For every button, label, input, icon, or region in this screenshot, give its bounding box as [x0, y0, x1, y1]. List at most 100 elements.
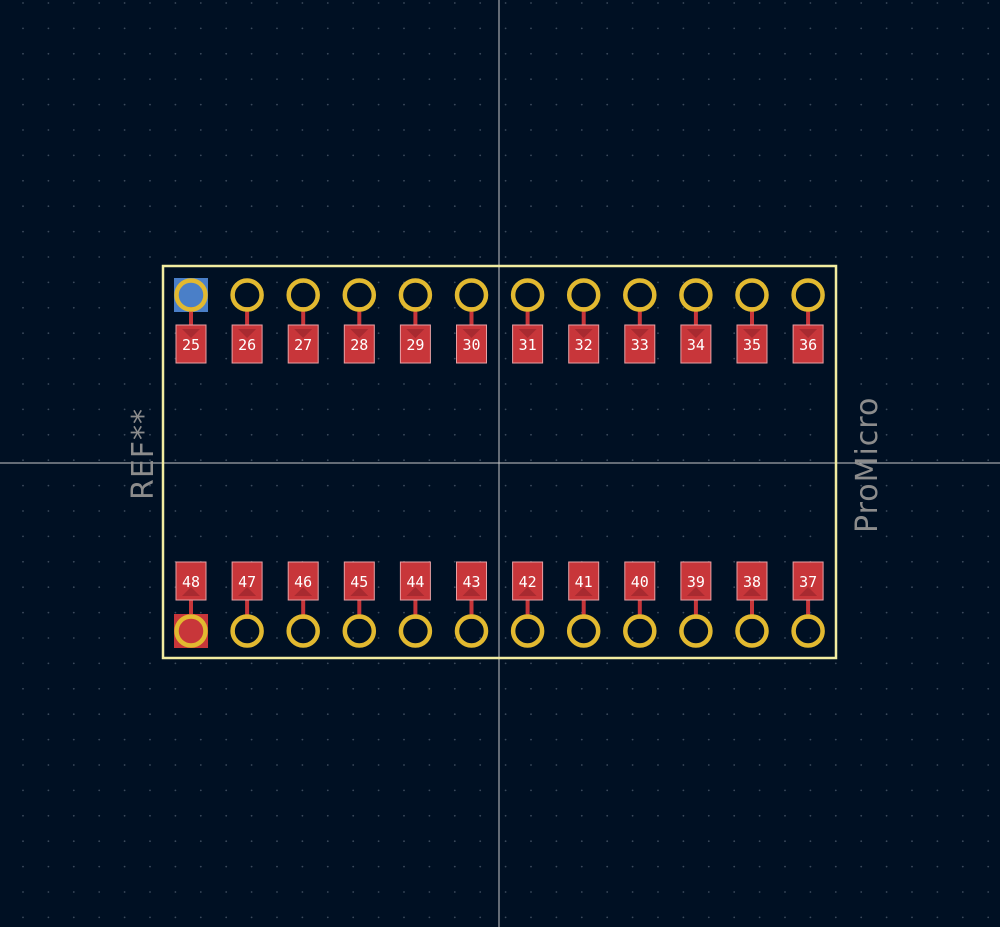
bottom-row-pin-48[interactable]: 48 — [174, 561, 208, 648]
top-row-pin-25[interactable]: 25 — [174, 278, 208, 364]
top-row-pin-35[interactable]: 35 — [735, 278, 769, 364]
bottom-row-pin-37[interactable]: 37 — [791, 561, 825, 648]
bottom-row-pin-39[interactable]: 39 — [679, 561, 713, 648]
grid-dot — [276, 662, 278, 665]
top-row-pin-34[interactable]: 34 — [679, 278, 713, 364]
through-hole-ring[interactable] — [510, 614, 545, 648]
through-hole-ring[interactable] — [230, 614, 264, 648]
through-hole-ring[interactable] — [735, 614, 769, 648]
through-hole-ring[interactable] — [230, 278, 264, 312]
grid-dot — [174, 662, 177, 665]
grid-dot — [225, 891, 228, 893]
through-hole-ring[interactable] — [174, 614, 208, 648]
smd-pad[interactable] — [736, 561, 768, 601]
grid-dot — [631, 433, 634, 436]
through-hole-ring[interactable] — [791, 278, 825, 312]
grid-dot — [301, 383, 304, 385]
grid-dot — [809, 2, 812, 4]
through-hole-ring[interactable] — [342, 278, 377, 312]
grid-dot — [682, 865, 685, 868]
through-hole-ring[interactable] — [623, 614, 657, 648]
through-hole-ring[interactable] — [510, 278, 545, 312]
grid-dot — [860, 2, 863, 4]
through-hole-ring[interactable] — [398, 278, 433, 312]
grid-dot — [784, 484, 786, 487]
through-hole-ring[interactable] — [735, 278, 769, 312]
grid-dot — [377, 865, 380, 868]
grid-dot — [377, 2, 380, 4]
through-hole-ring[interactable] — [454, 614, 489, 648]
through-hole-ring[interactable] — [623, 278, 657, 312]
grid-dot — [657, 662, 659, 665]
grid-dot — [47, 408, 50, 411]
through-hole-ring[interactable] — [342, 614, 377, 648]
grid-dot — [809, 459, 812, 462]
grid-dot — [555, 103, 558, 106]
grid-dot — [580, 891, 583, 893]
through-hole-ring[interactable] — [566, 278, 601, 312]
grid-dot — [47, 357, 50, 360]
grid-dot — [276, 78, 278, 81]
bottom-row-pin-44[interactable]: 44 — [398, 561, 433, 648]
grid-dot — [555, 129, 558, 131]
grid-dot — [987, 78, 990, 81]
bottom-row-pin-40[interactable]: 40 — [623, 561, 657, 648]
bottom-row-pin-47[interactable]: 47 — [230, 561, 264, 648]
grid-dot — [936, 154, 939, 157]
through-hole-ring[interactable] — [679, 278, 713, 312]
through-hole-ring[interactable] — [454, 278, 489, 312]
top-row-pin-29[interactable]: 29 — [398, 278, 433, 364]
through-hole-ring[interactable] — [286, 614, 320, 648]
grid-dot — [580, 52, 583, 55]
through-hole-ring[interactable] — [566, 614, 601, 648]
bottom-row-pin-45[interactable]: 45 — [342, 561, 377, 648]
pad-number: 31 — [519, 336, 537, 354]
grid-dot — [580, 738, 583, 741]
top-row-pin-30[interactable]: 30 — [454, 278, 489, 364]
pad-number: 46 — [294, 573, 312, 591]
through-hole-ring[interactable] — [286, 278, 320, 312]
bottom-row-pin-42[interactable]: 42 — [510, 561, 545, 648]
smd-pad[interactable] — [343, 324, 375, 364]
grid-dot — [504, 891, 507, 893]
grid-dot — [504, 484, 507, 487]
reference-designator[interactable]: REF** — [126, 408, 161, 500]
grid-dot — [149, 383, 151, 385]
grid-dot — [453, 738, 456, 741]
top-row-pin-33[interactable]: 33 — [623, 278, 657, 364]
grid-dot — [352, 2, 355, 4]
bottom-row-pin-38[interactable]: 38 — [735, 561, 769, 648]
grid-dot — [479, 129, 482, 131]
bottom-row-pin-41[interactable]: 41 — [566, 561, 601, 648]
top-row-pin-28[interactable]: 28 — [342, 278, 377, 364]
top-row-pin-32[interactable]: 32 — [566, 278, 601, 364]
grid-dot — [428, 916, 431, 919]
through-hole-ring[interactable] — [398, 614, 433, 648]
grid-dot — [504, 433, 507, 436]
grid-dot — [606, 713, 609, 716]
through-hole-ring[interactable] — [791, 614, 825, 648]
smd-pad[interactable] — [175, 324, 207, 364]
grid-dot — [911, 205, 913, 208]
grid-dot — [555, 459, 558, 462]
grid-dot — [123, 433, 126, 436]
through-hole-ring[interactable] — [679, 614, 713, 648]
smd-pad[interactable] — [624, 324, 656, 364]
grid-dot — [199, 891, 202, 893]
bottom-row-pin-43[interactable]: 43 — [454, 561, 489, 648]
through-hole-ring[interactable] — [174, 278, 208, 312]
footprint-pads[interactable]: 25 26 27 28 29 30 31 32 33 34 35 36 48 47 46 45 44 43 42 41… — [174, 278, 825, 648]
footprint-value-label[interactable]: ProMicro — [850, 397, 885, 533]
grid-dot — [276, 205, 278, 208]
top-row-pin-26[interactable]: 26 — [230, 278, 264, 364]
top-row-pin-36[interactable]: 36 — [791, 278, 825, 364]
top-row-pin-31[interactable]: 31 — [510, 278, 545, 364]
grid-dot — [860, 764, 863, 766]
grid-dot — [606, 306, 609, 309]
top-row-pin-27[interactable]: 27 — [286, 278, 320, 364]
grid-dot — [961, 129, 964, 131]
grid-dot — [758, 611, 761, 614]
bottom-row-pin-46[interactable]: 46 — [286, 561, 320, 648]
grid-dot — [47, 891, 50, 893]
